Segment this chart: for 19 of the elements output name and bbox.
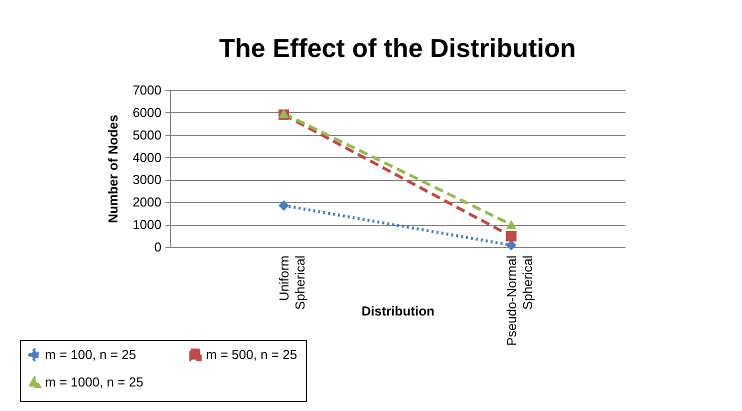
y-axis-title: Number of Nodes <box>106 114 121 224</box>
chart-title: The Effect of the Distribution <box>219 33 576 63</box>
y-tick-label: 5000 <box>132 127 162 142</box>
x-tick-label: Pseudo-Normal Spherical <box>504 255 535 346</box>
y-tick-label: 0 <box>154 240 162 254</box>
legend-label: m = 1000, n = 25 <box>45 374 144 390</box>
point <box>506 240 516 250</box>
y-tick-label: 1000 <box>132 217 162 232</box>
y-tick-label: 6000 <box>132 104 162 120</box>
point <box>278 200 289 211</box>
y-tick-label: 4000 <box>132 150 162 165</box>
legend-label: m = 500, n = 25 <box>206 346 298 362</box>
point <box>506 230 516 242</box>
y-tick-label: 2000 <box>132 194 162 210</box>
x-tick-label: Uniform Spherical <box>276 255 308 310</box>
y-tick-label: 3000 <box>132 172 162 188</box>
legend-label: m = 100, n = 25 <box>45 346 136 362</box>
y-tick-label: 7000 <box>132 82 162 98</box>
x-axis-title: Distribution <box>362 304 435 318</box>
